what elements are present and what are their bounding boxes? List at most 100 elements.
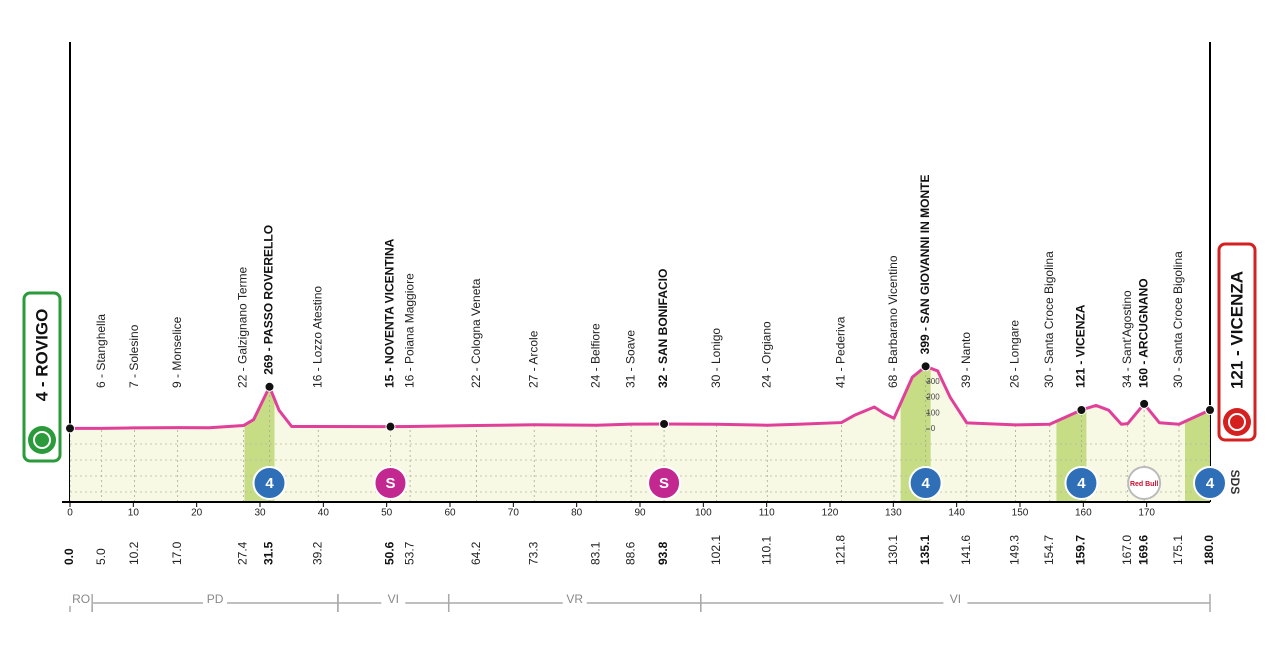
waypoint-label: 121 - VICENZA (1074, 304, 1088, 388)
marker-label: 4 (1077, 475, 1086, 492)
km-label: 17.0 (170, 541, 184, 565)
km-label: 93.8 (656, 541, 670, 565)
x-tick-label: 40 (318, 508, 330, 519)
y-tick-label: 100 (926, 408, 940, 417)
waypoint-label: 24 - Belfiore (588, 323, 602, 388)
km-label: 175.1 (1171, 535, 1185, 565)
waypoint-dot (1139, 398, 1150, 409)
waypoint-dot (385, 421, 396, 432)
waypoint-dot (65, 423, 75, 434)
km-label: 83.1 (588, 541, 602, 565)
region-label: VI (388, 592, 399, 606)
km-label: 31.5 (262, 541, 276, 565)
km-label: 154.7 (1042, 535, 1056, 565)
waypoint-label: 30 - Santa Croce Bigolina (1042, 251, 1056, 388)
km-label: 73.3 (526, 541, 540, 565)
waypoint-label: 6 - Stanghella (94, 314, 108, 388)
km-label: 180.0 (1202, 535, 1216, 565)
km-label: 27.4 (236, 541, 250, 565)
km-label: 64.2 (469, 541, 483, 565)
y-tick-label: 200 (926, 393, 940, 402)
waypoint-dot (1205, 405, 1215, 416)
km-label: 88.6 (623, 541, 637, 565)
waypoint-label: 30 - Santa Croce Bigolina (1171, 251, 1185, 388)
finish-box (1217, 242, 1257, 442)
waypoint-label: 26 - Longare (1008, 320, 1022, 388)
waypoint-label: 269 - PASSO ROVERELLO (262, 225, 276, 375)
start-box (22, 291, 62, 463)
km-label: 169.6 (1136, 535, 1150, 565)
profile-line (70, 364, 1211, 430)
x-tick-label: 110 (759, 508, 775, 519)
km-label: 141.6 (959, 535, 973, 565)
region-label: PD (207, 592, 224, 606)
waypoint-label: 39 - Nanto (959, 332, 973, 388)
waypoint-dot (920, 361, 931, 372)
km-label: 5.0 (94, 548, 108, 565)
km-label: 0.0 (62, 548, 76, 565)
finish-icon-inner (1228, 413, 1246, 431)
finish-label: 121 - VICENZA (1227, 271, 1246, 389)
region-label: RO (72, 592, 90, 606)
waypoint-dot (1076, 405, 1087, 416)
x-tick-label: 50 (381, 508, 393, 519)
marker-sprint (373, 466, 408, 500)
km-label: 10.2 (127, 541, 141, 565)
marker-climb (1193, 466, 1227, 500)
marker-label: S (659, 475, 669, 492)
waypoint-label: 16 - Lozzo Atestino (310, 286, 324, 388)
waypoint-label: 160 - ARCUGNANO (1136, 278, 1150, 388)
x-tick-label: 170 (1138, 508, 1155, 519)
waypoint-label: 22 - Galzignano Terme (236, 266, 250, 388)
region-label-bg (562, 594, 587, 606)
x-tick-label: 140 (948, 508, 965, 519)
marker-label: 4 (265, 475, 274, 492)
region-label-bg (203, 594, 228, 606)
region-label-bg (69, 594, 94, 606)
x-tick-label: 130 (885, 508, 902, 519)
km-label: 39.2 (310, 541, 324, 565)
waypoint-label: 15 - NOVENTA VICENTINA (383, 238, 397, 388)
waypoint-label: 24 - Orgiano (759, 321, 773, 388)
waypoint-label: 22 - Cologna Veneta (469, 278, 483, 388)
waypoint-label: 16 - Poiana Maggiore (402, 273, 416, 388)
x-tick-label: 90 (634, 508, 646, 519)
x-tick-label: 70 (508, 508, 520, 519)
marker-climb (908, 466, 943, 500)
x-tick-label: 0 (67, 508, 73, 519)
waypoint-label: 31 - Soave (623, 330, 637, 388)
x-tick-label: 160 (1075, 508, 1092, 519)
x-tick-label: 100 (695, 508, 712, 519)
finish-icon (1223, 408, 1251, 436)
region-label: VR (566, 592, 583, 606)
start-icon (28, 426, 56, 454)
x-tick-label: 80 (571, 508, 583, 519)
waypoint-label: 41 - Pederiva (834, 316, 848, 388)
region-label-bg (381, 594, 406, 606)
waypoint-label: 27 - Arcole (526, 330, 540, 388)
km-label: 167.0 (1120, 535, 1134, 565)
marker-label: Red Bull (1130, 481, 1158, 488)
km-label: 50.6 (383, 541, 397, 565)
start-label: 4 - ROVIGO (32, 309, 51, 402)
marker-sprint (647, 466, 682, 500)
waypoint-label: 34 - Sant'Agostino (1120, 290, 1134, 388)
region-label: VI (950, 592, 961, 606)
km-label: 135.1 (918, 535, 932, 565)
waypoint-label: 7 - Solesino (127, 324, 141, 388)
x-tick-label: 10 (128, 508, 140, 519)
waypoint-dot (659, 418, 670, 429)
km-label: 53.7 (402, 541, 416, 565)
y-tick-label: 0 (931, 424, 936, 433)
marker-label: S (385, 475, 395, 492)
marker-climb (1064, 466, 1099, 500)
waypoint-label: 32 - SAN BONIFACIO (656, 269, 670, 388)
x-tick-label: 30 (254, 508, 266, 519)
km-label: 149.3 (1008, 535, 1022, 565)
waypoint-label: 68 - Barbarano Vicentino (886, 255, 900, 388)
x-tick-label: 120 (822, 508, 839, 519)
waypoint-label: 9 - Monselice (170, 316, 184, 388)
marker-label: 4 (921, 475, 930, 492)
km-label: 102.1 (709, 535, 723, 565)
marker-climb (252, 466, 287, 500)
